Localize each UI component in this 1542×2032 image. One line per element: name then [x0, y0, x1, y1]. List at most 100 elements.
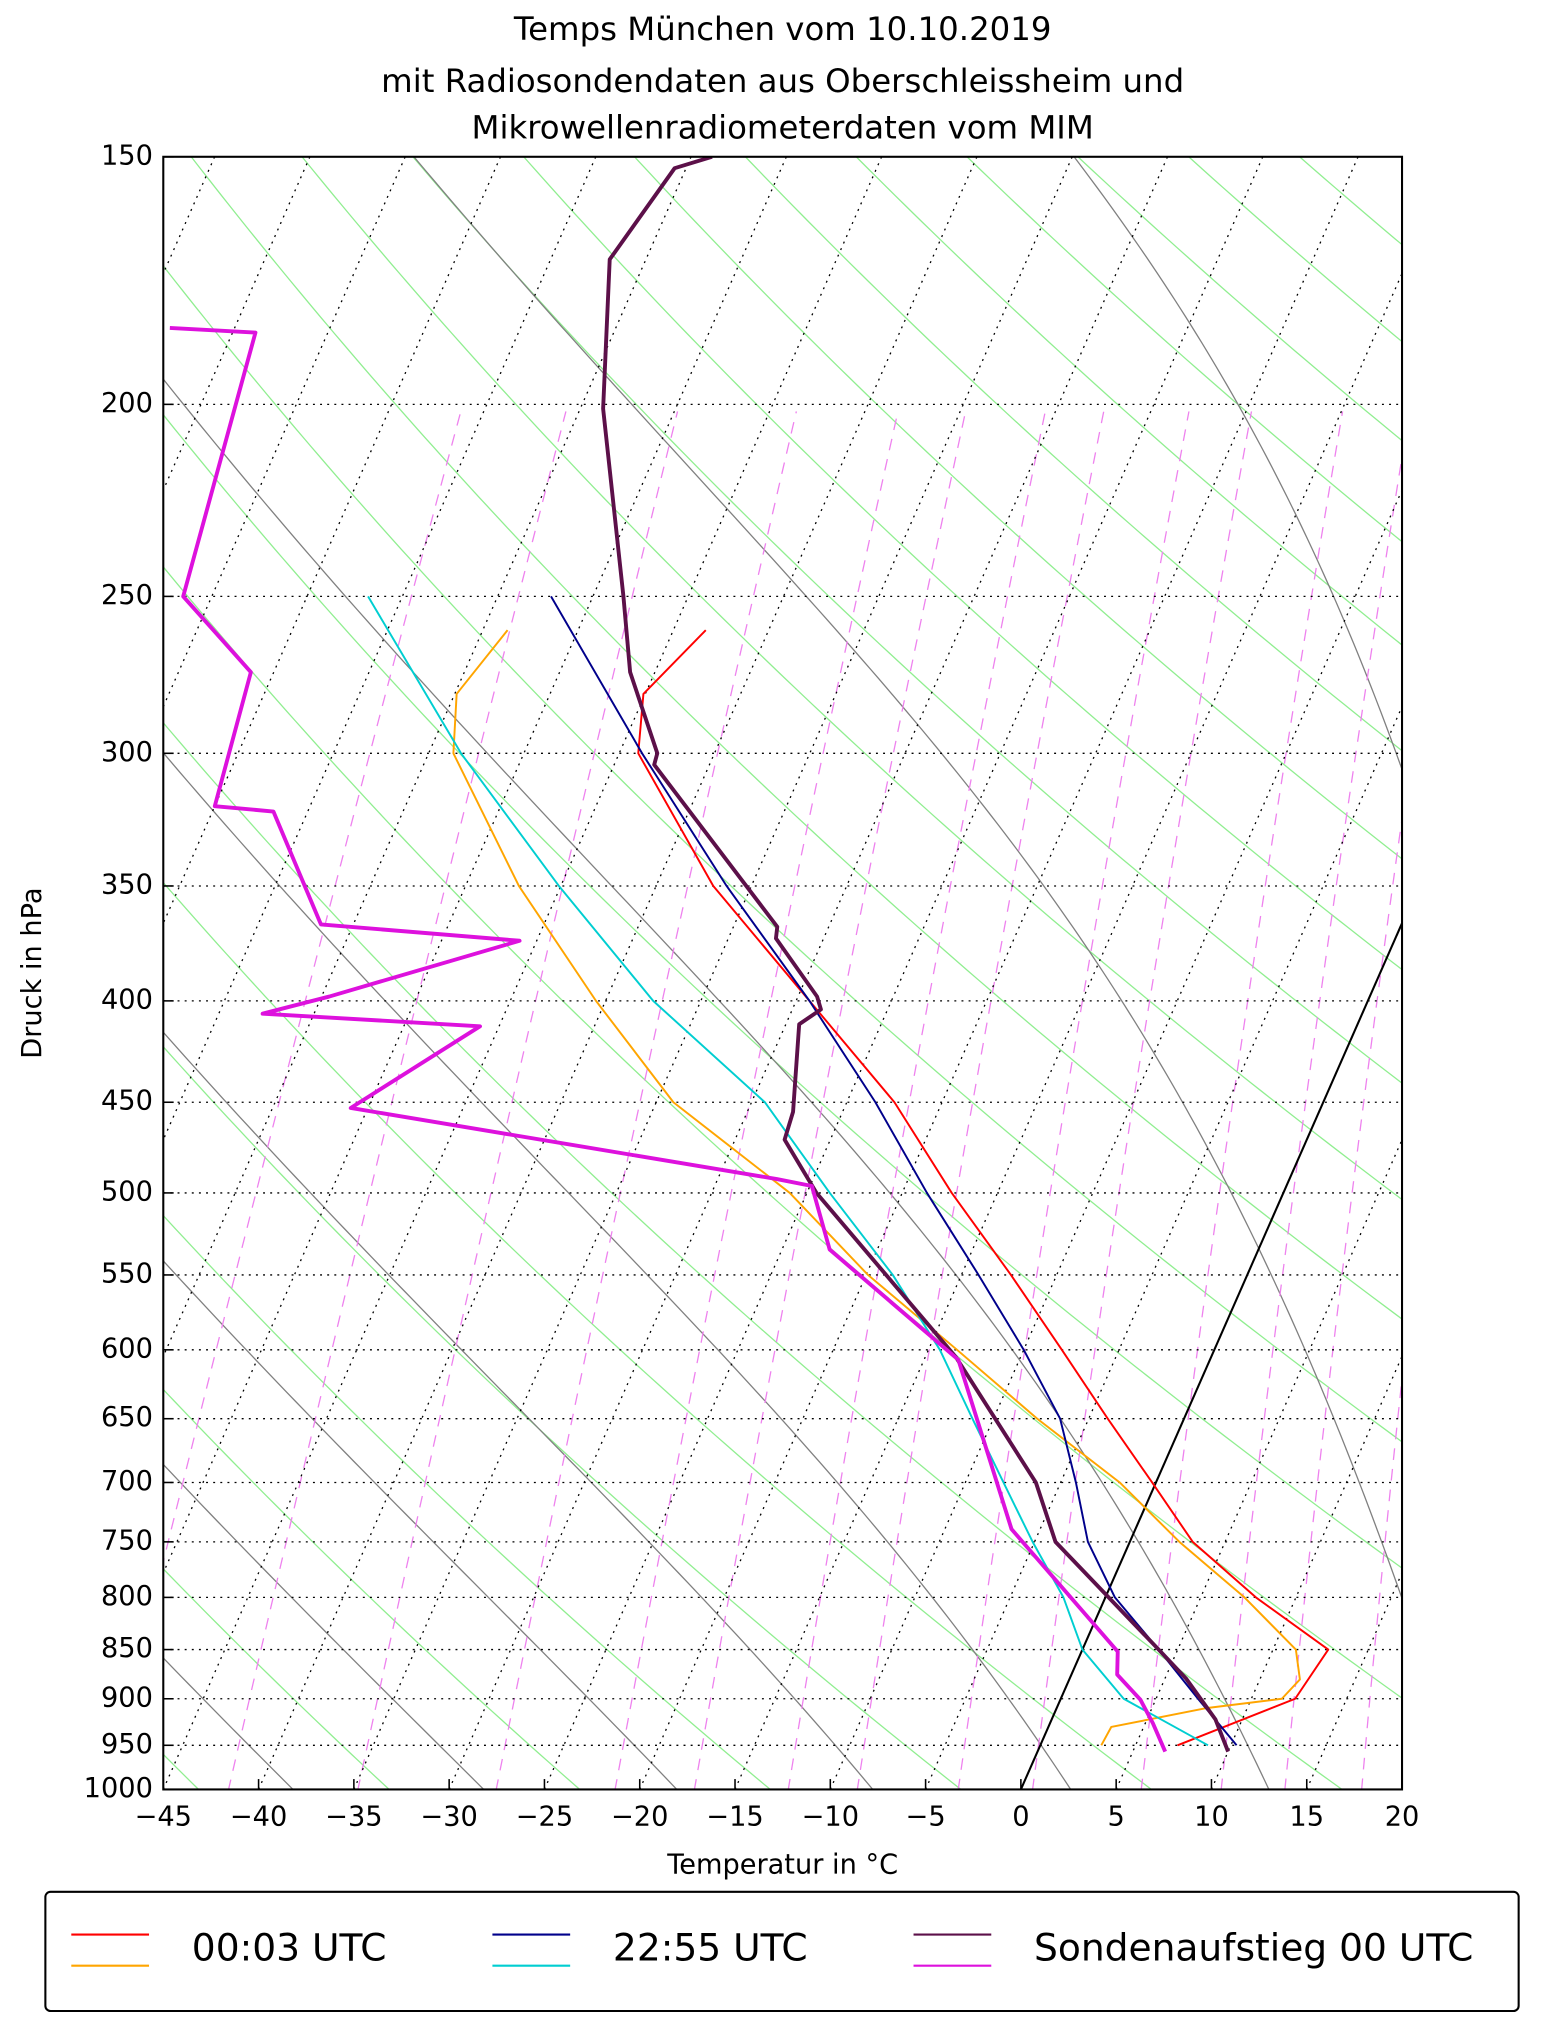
mixing-ratio-line	[787, 411, 1046, 1790]
y-tick-label: 500	[101, 1176, 153, 1207]
sounding-line	[452, 629, 1301, 1746]
mixing-ratio-line	[357, 411, 679, 1790]
dry-adiabat	[1187, 156, 1403, 343]
isotherm	[163, 156, 406, 709]
mixing-ratio-line	[693, 411, 967, 1790]
isotherm-grid-line	[1306, 1571, 1403, 1790]
x-tick-label: 0	[1012, 1801, 1029, 1832]
y-tick-label: 550	[101, 1258, 153, 1289]
x-tick-label: −30	[420, 1801, 477, 1832]
mixing-ratio-line	[1140, 411, 1344, 1790]
isotherm-grid-line	[448, 156, 1169, 1790]
dry-adiabat	[163, 1388, 581, 1790]
legend-box	[44, 1890, 1520, 2013]
legend-label: Sondenaufstieg 00 UTC	[1034, 1926, 1473, 1970]
isotherm-grid-line	[829, 488, 1403, 1790]
y-tick-label: 850	[101, 1633, 153, 1664]
mixing-ratio-line	[495, 411, 797, 1790]
dry-adiabat	[412, 156, 1403, 1084]
y-tick-label: 300	[101, 737, 153, 768]
axes: −45 −40 −35 −30 −25 −20 −15 −10 −5 0 5 10 15 20 1000 95…	[84, 140, 1420, 1832]
mixing-ratio-line	[1284, 814, 1403, 1790]
dry-adiabat	[163, 881, 1153, 1790]
dry-adiabat	[1076, 156, 1403, 442]
sounding-line	[169, 325, 1167, 1753]
grid	[163, 156, 1403, 1790]
x-axis-label: Temperatur in °C	[666, 1849, 898, 1880]
x-tick-label: −35	[325, 1801, 382, 1832]
isotherm	[163, 156, 787, 1575]
mixing-ratio-line	[1220, 453, 1403, 1790]
moist-adiabat	[163, 751, 1072, 1790]
moist-adiabat	[163, 378, 1270, 1790]
mixing-ratio-line	[614, 411, 899, 1790]
y-tick-label: 950	[101, 1729, 153, 1760]
chart-title: Mikrowellenradiometerdaten vom MIM	[472, 109, 1094, 147]
moist-adiabat	[413, 156, 1403, 1601]
x-tick-label: −15	[706, 1801, 763, 1832]
mixing-ratio-line	[1489, 411, 1542, 1831]
dry-adiabat	[1522, 67, 1542, 1831]
dry-adiabat	[633, 156, 1403, 860]
y-tick-label: 150	[101, 140, 153, 171]
y-tick-label: 250	[101, 580, 153, 611]
dry-adiabat	[163, 264, 1403, 1443]
y-tick-label: 800	[101, 1581, 153, 1612]
moist-adiabat	[163, 1031, 874, 1790]
dry-adiabat	[163, 413, 1403, 1569]
dry-adiabat	[1298, 156, 1403, 246]
moist-adiabat	[1073, 156, 1403, 772]
moist-adiabat	[163, 1259, 678, 1790]
isotherm	[163, 156, 597, 1142]
y-tick-label: 650	[101, 1402, 153, 1433]
moist-adiabat	[163, 1463, 485, 1790]
chart-title: mit Radiosondendaten aus Oberschleisshei…	[381, 62, 1184, 100]
x-tick-label: 15	[1289, 1801, 1324, 1832]
isotherm-grid-line	[734, 271, 1403, 1790]
y-tick-label: 200	[101, 388, 153, 419]
zero-isotherm	[1019, 920, 1403, 1790]
x-tick-label: 5	[1108, 1801, 1125, 1832]
mixing-ratio-line	[227, 411, 567, 1790]
legend-label: 00:03 UTC	[192, 1926, 387, 1970]
isotherm-grid-line	[353, 156, 1073, 1790]
mixing-ratio-line	[163, 411, 462, 1565]
dry-adiabat	[855, 156, 1403, 646]
dry-adiabat	[163, 1045, 962, 1790]
dry-adiabat	[163, 721, 1344, 1790]
x-tick-label: −20	[611, 1801, 668, 1832]
isotherm-grid-line	[1401, 1787, 1403, 1790]
x-tick-label: −10	[802, 1801, 859, 1832]
mixing-ratio-line	[1361, 1372, 1403, 1790]
y-tick-label: 450	[101, 1086, 153, 1117]
dry-adiabat	[163, 1214, 772, 1790]
isotherm-grid-line	[163, 156, 883, 1790]
plot-frame	[162, 155, 1404, 1791]
isotherm-grid-line	[639, 156, 1359, 1790]
x-tick-label: −45	[135, 1801, 192, 1832]
dry-adiabat	[744, 156, 1403, 752]
dry-adiabat	[190, 156, 1403, 1320]
x-tick-label: 10	[1194, 1801, 1229, 1832]
moist-adiabat	[163, 1657, 294, 1790]
isotherm-grid-line	[257, 156, 978, 1790]
dry-adiabat	[301, 156, 1403, 1201]
y-tick-label: 600	[101, 1333, 153, 1364]
x-tick-label: −5	[906, 1801, 946, 1832]
chart-title: Temps München vom 10.10.2019	[513, 10, 1052, 48]
legend: 00:03 UTC 22:55 UTC Sondenaufstieg 00 UTC	[71, 1926, 1473, 1970]
data-lines	[169, 156, 1330, 1753]
x-tick-label: −25	[516, 1801, 573, 1832]
x-tick-label: −40	[230, 1801, 287, 1832]
mixing-ratio-line	[1421, 411, 1542, 1831]
legend-label: 22:55 UTC	[613, 1926, 808, 1970]
y-tick-label: 900	[101, 1682, 153, 1713]
y-tick-label: 400	[101, 984, 153, 1015]
mixing-ratio-line	[957, 411, 1190, 1790]
isotherm-grid-line	[925, 705, 1403, 1790]
background-lines	[163, 67, 1542, 1831]
y-tick-label: 750	[101, 1525, 153, 1556]
sounding-line	[637, 629, 1330, 1747]
